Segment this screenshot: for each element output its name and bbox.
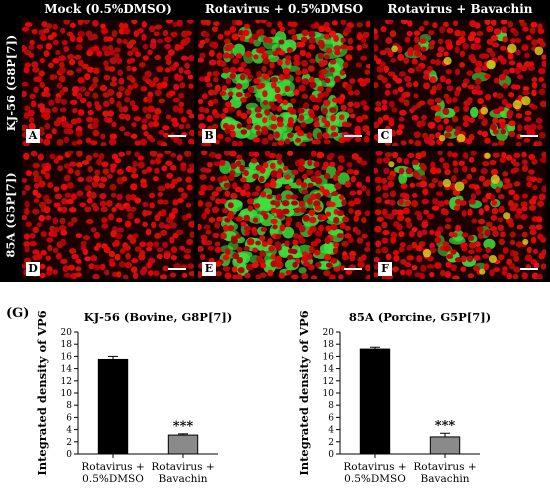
y-tick-label: 16: [323, 352, 335, 362]
y-tick-label: 0: [328, 450, 334, 460]
y-tick-label: 12: [61, 377, 72, 387]
y-axis-label: Integrated density of VP6: [297, 310, 311, 475]
subfigure-label-g: (G): [6, 306, 30, 321]
panel-letter-e: E: [202, 262, 216, 276]
column-title-mock: Mock (0.5%DMSO): [44, 2, 172, 16]
y-tick-label: 14: [61, 365, 73, 375]
y-tick-label: 8: [66, 401, 72, 411]
scale-bar: [520, 268, 538, 270]
x-tick-label: Rotavirus +: [81, 461, 144, 473]
y-tick-label: 18: [61, 340, 73, 350]
y-tick-label: 4: [66, 426, 72, 436]
panel-letter-b: B: [202, 129, 216, 143]
micrograph-image: [22, 20, 194, 146]
x-tick-label: Bavachin: [421, 473, 470, 485]
row-label-kj56: KJ-56 (G8P[7]): [4, 34, 19, 132]
panel-letter-d: D: [26, 262, 40, 276]
significance-annotation: ***: [435, 418, 456, 433]
y-tick-label: 0: [66, 450, 72, 460]
bar: [97, 358, 129, 455]
scale-bar: [168, 135, 186, 137]
micrograph-image: [198, 151, 370, 279]
y-tick-label: 10: [61, 389, 73, 399]
significance-annotation: ***: [173, 419, 194, 434]
bar: [167, 434, 199, 455]
bar-chart-svg: 85A (Porcine, G5P[7]) 0 2 4 6 8 10 12 14 16 18 20 In…: [297, 310, 491, 485]
y-tick-label: 6: [66, 413, 72, 423]
scale-bar: [344, 135, 362, 137]
scale-bar: [344, 268, 362, 270]
x-tick-label: Bavachin: [159, 473, 208, 485]
micrograph-image: [198, 20, 370, 146]
column-title-rotavirus-dmso: Rotavirus + 0.5%DMSO: [204, 2, 364, 16]
y-tick-label: 8: [328, 401, 334, 411]
scale-bar: [520, 135, 538, 137]
column-title-rotavirus-bavachin: Rotavirus + Bavachin: [387, 2, 533, 16]
x-tick-label: Rotavirus +: [413, 461, 476, 473]
row-label-85a: 85A (G5P[7]): [4, 172, 19, 258]
chart-title: KJ-56 (Bovine, G8P[7]): [84, 310, 233, 324]
row-label-85a-wrap: 85A (G5P[7]): [0, 151, 22, 279]
y-axis-label: Integrated density of VP6: [35, 310, 49, 475]
y-tick-label: 18: [323, 340, 335, 350]
micrograph-panel-d: D: [22, 151, 194, 279]
chart-title: 85A (Porcine, G5P[7]): [349, 310, 491, 324]
micrograph-image: [22, 151, 194, 279]
row-label-kj56-wrap: KJ-56 (G8P[7]): [0, 20, 22, 146]
y-tick-label: 20: [61, 328, 73, 338]
micrograph-image: [374, 20, 546, 146]
x-tick-label: 0.5%DMSO: [344, 473, 406, 485]
y-tick-label: 2: [66, 438, 72, 448]
scale-bar: [168, 268, 186, 270]
y-tick-label: 4: [328, 426, 334, 436]
micrograph-panel-b: B: [198, 20, 370, 146]
micrograph-panel-c: C: [374, 20, 546, 146]
y-tick-label: 14: [323, 365, 335, 375]
bar-chart-85a: 85A (Porcine, G5P[7]) 0 2 4 6 8 10 12 14 16 18 20 In…: [284, 308, 534, 498]
panel-letter-f: F: [378, 262, 392, 276]
y-tick-label: 2: [328, 438, 334, 448]
x-tick-label: Rotavirus +: [151, 461, 214, 473]
micrograph-image: [374, 151, 546, 279]
bar-chart-svg: KJ-56 (Bovine, G8P[7]) 0 2 4 6 8 10 12 14 16 18 20 I…: [35, 310, 233, 485]
y-tick-label: 16: [61, 352, 73, 362]
micrograph-panel-f: F: [374, 151, 546, 279]
y-tick-label: 10: [323, 389, 335, 399]
x-tick-label: 0.5%DMSO: [82, 473, 144, 485]
bar: [359, 348, 391, 455]
micrograph-panel-a: A: [22, 20, 194, 146]
y-tick-label: 6: [328, 413, 334, 423]
bar-chart-kj56: KJ-56 (Bovine, G8P[7]) 0 2 4 6 8 10 12 14 16 18 20 I…: [22, 308, 272, 498]
y-tick-label: 20: [323, 328, 335, 338]
panel-letter-a: A: [26, 129, 40, 143]
y-tick-label: 12: [323, 377, 334, 387]
x-tick-label: Rotavirus +: [343, 461, 406, 473]
panel-letter-c: C: [378, 129, 392, 143]
micrograph-panel-e: E: [198, 151, 370, 279]
bar: [429, 436, 461, 455]
